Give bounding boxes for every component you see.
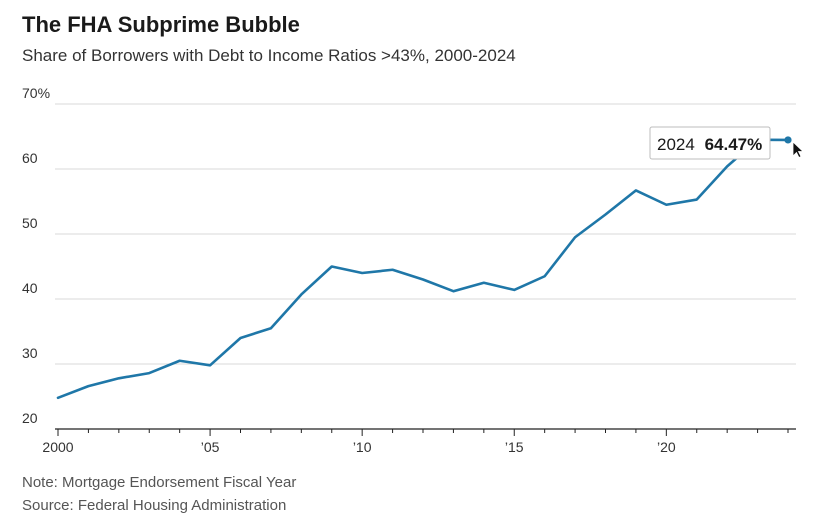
cursor-arrow-icon [792, 141, 805, 159]
x-tick-label: 2000 [42, 439, 73, 455]
y-axis-ticks: 70% 60 50 40 30 20 [22, 85, 50, 426]
y-tick-label: 40 [22, 280, 38, 296]
series-layer [56, 136, 792, 400]
chart-title: The FHA Subprime Bubble [22, 12, 300, 37]
y-tick-label: 70% [22, 85, 50, 101]
gridlines [55, 103, 796, 365]
y-tick-label: 20 [22, 410, 38, 426]
x-tick-label: ’10 [353, 439, 372, 455]
x-tick-label: ’20 [657, 439, 676, 455]
x-tick-label: ’05 [201, 439, 220, 455]
chart-subtitle: Share of Borrowers with Debt to Income R… [22, 46, 516, 65]
chart-source: Source: Federal Housing Administration [22, 497, 287, 514]
tooltip-year: 2024 [657, 135, 695, 154]
tooltip-box [649, 126, 771, 160]
tooltip-label: 2024 64.47% [657, 135, 762, 154]
y-tick-label: 60 [22, 150, 38, 166]
x-tick-label: ’15 [505, 439, 524, 455]
x-axis: 2000 ’05 ’10 ’15 ’20 [42, 428, 796, 455]
tooltip-value: 64.47% [705, 135, 763, 154]
tooltip: 2024 64.47% [649, 126, 771, 160]
highlight-point [784, 136, 792, 144]
y-tick-label: 30 [22, 345, 38, 361]
y-tick-label: 50 [22, 215, 38, 231]
chart-note: Note: Mortgage Endorsement Fiscal Year [22, 474, 297, 491]
series-line [56, 138, 790, 400]
